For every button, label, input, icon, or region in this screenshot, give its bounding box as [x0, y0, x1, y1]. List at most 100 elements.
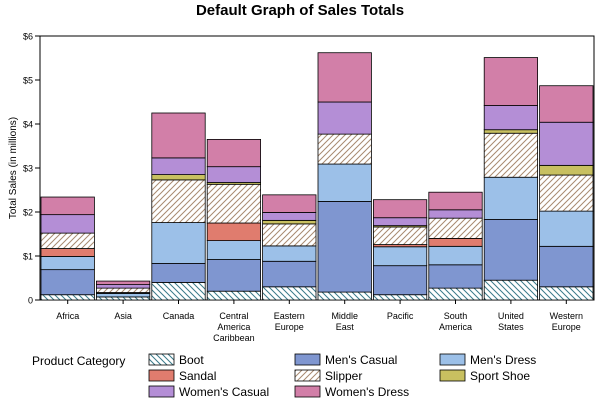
bar-segment [539, 286, 594, 301]
bar-segment [262, 260, 317, 288]
legend-swatch [294, 353, 321, 366]
x-tick-label: America [217, 322, 250, 332]
bar-segment [483, 129, 539, 134]
legend-label: Sandal [179, 369, 216, 383]
bar-segment [206, 166, 261, 183]
bar-segment [206, 183, 261, 224]
x-tick-label: Central [219, 311, 248, 321]
bar-segment [262, 212, 317, 221]
bar-segment [262, 286, 317, 301]
bar-segment [372, 246, 428, 267]
bar-segment [372, 265, 428, 296]
bar-segment [40, 248, 95, 257]
legend-swatch [294, 369, 321, 382]
y-tick-label: $5 [23, 76, 33, 86]
legend-label: Men's Dress [470, 353, 536, 367]
bar-segment [539, 121, 594, 166]
bar-segment [317, 101, 372, 135]
bar-segment [206, 138, 261, 168]
bar-segment [151, 157, 206, 176]
bar-segment [539, 245, 594, 288]
bar-segment [151, 222, 206, 264]
legend-label: Slipper [325, 369, 362, 383]
bar-segment [428, 237, 483, 247]
bar-segment [483, 132, 539, 178]
bar-segment [539, 164, 594, 176]
bar-segment [539, 174, 594, 212]
bar-segment [428, 287, 483, 301]
x-tick-label: America [439, 322, 472, 332]
bar-segment [262, 245, 317, 262]
x-tick-label: United [498, 311, 524, 321]
bar-segment [539, 210, 594, 247]
legend-swatch [294, 385, 321, 398]
bar-segment [151, 281, 206, 301]
bar-segment [539, 85, 594, 123]
bar-segment [317, 133, 372, 165]
x-tick-label: South [444, 311, 468, 321]
bar-segment [96, 287, 151, 293]
bar-segment [96, 292, 151, 298]
bar-segment [206, 290, 261, 301]
legend-label: Women's Casual [179, 385, 269, 399]
x-tick-label: States [498, 322, 524, 332]
x-tick-label: Middle [331, 311, 358, 321]
x-tick-label: Western [550, 311, 583, 321]
bar-segment [151, 179, 206, 223]
bar-segment [317, 163, 372, 202]
x-tick-label: Africa [56, 311, 79, 321]
bar-segment [317, 201, 372, 293]
y-tick-label: $4 [23, 120, 33, 130]
bar-segment [206, 240, 261, 260]
bar-segment [40, 196, 95, 216]
y-axis-label: Total Sales (in millions) [8, 117, 19, 219]
bar-segment [40, 232, 95, 249]
bar-segment [483, 176, 539, 220]
bar-segment [372, 217, 428, 227]
bar-segment [96, 284, 151, 289]
x-tick-label: Caribbean [213, 333, 255, 343]
bar-segment [428, 191, 483, 211]
y-tick-label: $1 [23, 252, 33, 262]
bar-segment [206, 222, 261, 242]
bar-segment [151, 174, 206, 181]
x-tick-label: Eastern [274, 311, 305, 321]
bar-segment [40, 294, 95, 301]
x-tick-label: East [336, 322, 355, 332]
bar-segment [262, 223, 317, 247]
y-tick-label: $6 [23, 32, 33, 42]
bar-segment [483, 219, 539, 281]
x-tick-label: Pacific [387, 311, 414, 321]
bar-segment [262, 194, 317, 213]
x-tick-label: Europe [552, 322, 581, 332]
legend-label: Boot [179, 353, 204, 367]
y-tick-label: 0 [28, 296, 33, 306]
bar-segment [428, 264, 483, 289]
bar-segment [372, 226, 428, 245]
bar-segment [372, 294, 428, 301]
bar-segment [206, 259, 261, 292]
bar-segment [40, 256, 95, 271]
y-tick-label: $3 [23, 164, 33, 174]
bar-segment [483, 57, 539, 106]
legend-swatch [439, 353, 466, 366]
bar-segment [317, 291, 372, 301]
legend-swatch [439, 369, 466, 382]
legend-label: Women's Dress [325, 385, 409, 399]
bar-segment [372, 199, 428, 219]
x-tick-label: Canada [163, 311, 195, 321]
x-tick-label: Asia [114, 311, 132, 321]
legend-label: Men's Casual [325, 353, 397, 367]
bar-segment [40, 269, 95, 296]
bar-segment [40, 214, 95, 234]
legend-swatch [148, 353, 175, 366]
bar-segment [317, 52, 372, 103]
legend-swatch [148, 369, 175, 382]
legend-label: Sport Shoe [470, 369, 530, 383]
bar-segment [96, 296, 151, 301]
y-tick-label: $2 [23, 208, 33, 218]
bar-segment [483, 105, 539, 131]
